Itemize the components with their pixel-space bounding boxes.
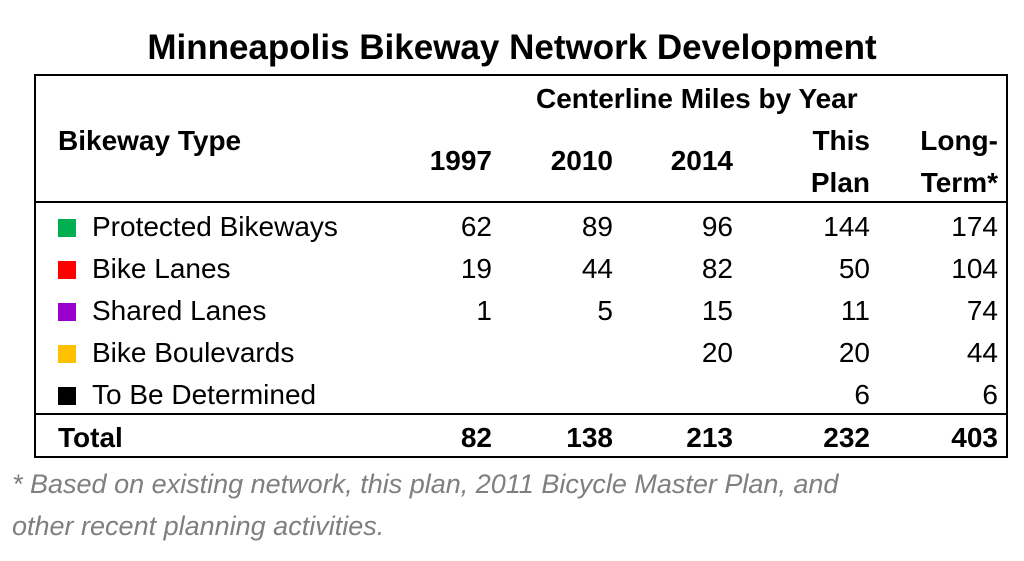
table-cell: 174: [951, 211, 998, 242]
table-cell: 15: [701, 295, 733, 326]
column-header-5-line-1: Long-: [920, 125, 998, 156]
row-label: Protected Bikeways: [92, 211, 338, 242]
row-label: To Be Determined: [92, 379, 317, 410]
legend-swatch: [58, 387, 76, 405]
footnote-line-1: * Based on existing network, this plan, …: [12, 469, 839, 499]
table-title: Minneapolis Bikeway Network Development: [147, 28, 877, 67]
total-cell: 138: [566, 422, 613, 453]
footnote-line-2: other recent planning activities.: [12, 511, 385, 541]
legend-swatch: [58, 261, 76, 279]
table-cell: 82: [701, 253, 733, 284]
column-header-3-line-1: 2014: [670, 145, 733, 176]
table-cell: 44: [581, 253, 613, 284]
table-cell: 89: [581, 211, 613, 242]
table-cell: 144: [823, 211, 870, 242]
column-header-4-line-1: This: [812, 125, 870, 156]
bikeway-type-header: Bikeway Type: [58, 125, 242, 156]
table-cell: 6: [854, 379, 870, 410]
header-divider: [34, 201, 1008, 203]
table-cell: 6: [982, 379, 998, 410]
column-header-4-line-2: Plan: [810, 167, 870, 198]
table-cell: 20: [701, 337, 733, 368]
legend-swatch: [58, 345, 76, 363]
total-cell: 232: [823, 422, 870, 453]
table-cell: 96: [701, 211, 733, 242]
table-cell: 44: [966, 337, 998, 368]
total-divider: [34, 413, 1008, 415]
table-cell: 104: [951, 253, 998, 284]
legend-swatch: [58, 303, 76, 321]
total-cell: 82: [460, 422, 492, 453]
column-header-1-line-1: 1997: [429, 145, 492, 176]
table-cell: 62: [460, 211, 492, 242]
table-cell: 20: [838, 337, 870, 368]
table-cell: 50: [838, 253, 870, 284]
row-label: Bike Lanes: [92, 253, 231, 284]
table-cell: 19: [460, 253, 492, 284]
column-header-5-line-2: Term*: [920, 167, 998, 198]
total-cell: 403: [951, 422, 998, 453]
table-cell: 5: [597, 295, 613, 326]
table-cell: 74: [966, 295, 998, 326]
total-cell: 213: [686, 422, 733, 453]
legend-swatch: [58, 219, 76, 237]
row-label: Bike Boulevards: [92, 337, 295, 368]
total-label: Total: [58, 422, 123, 453]
row-label: Shared Lanes: [92, 295, 267, 326]
table-cell: 1: [476, 295, 492, 326]
column-header-2-line-1: 2010: [550, 145, 613, 176]
column-group-header: Centerline Miles by Year: [536, 83, 858, 114]
table-border: [34, 74, 1008, 458]
table-cell: 11: [840, 295, 870, 326]
